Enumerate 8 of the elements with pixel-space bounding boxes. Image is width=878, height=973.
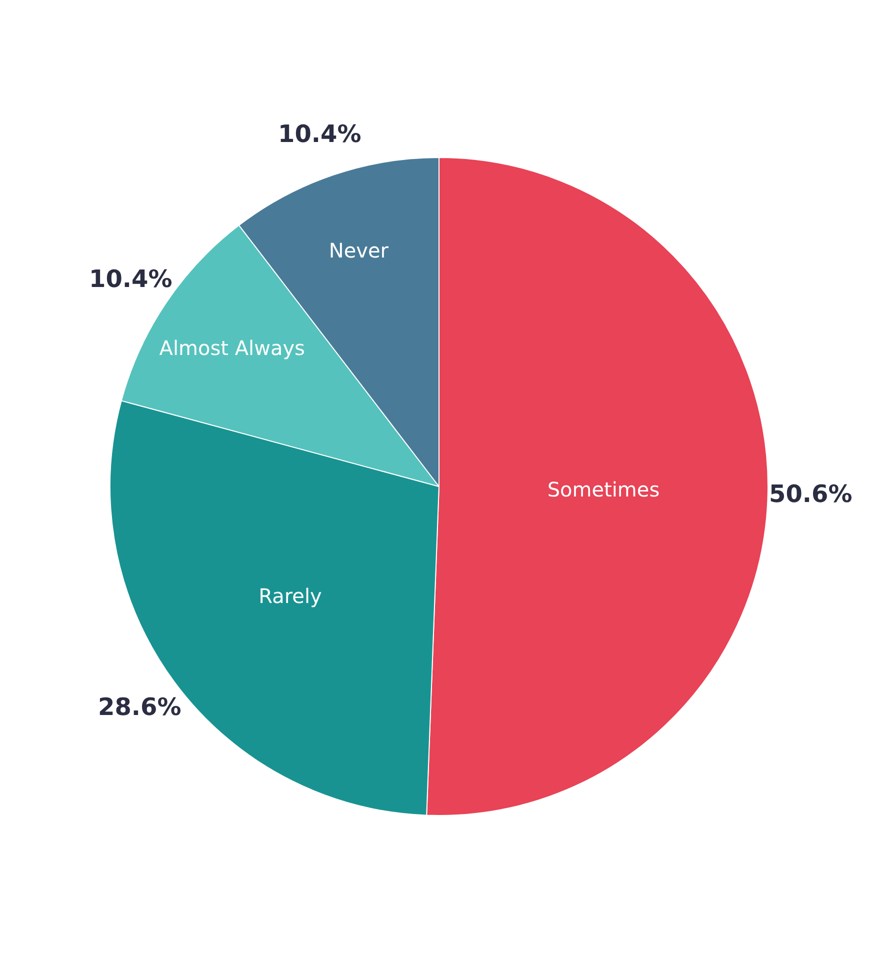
data-label: 50.6% xyxy=(769,480,852,508)
slice-label: Rarely xyxy=(258,584,322,608)
slice-label: Sometimes xyxy=(547,478,660,502)
data-label: 10.4% xyxy=(89,265,172,293)
slice-label: Never xyxy=(328,238,390,263)
slice-label: Almost Always xyxy=(159,336,305,360)
data-label: 28.6% xyxy=(98,693,182,721)
data-label: 10.4% xyxy=(278,120,362,148)
